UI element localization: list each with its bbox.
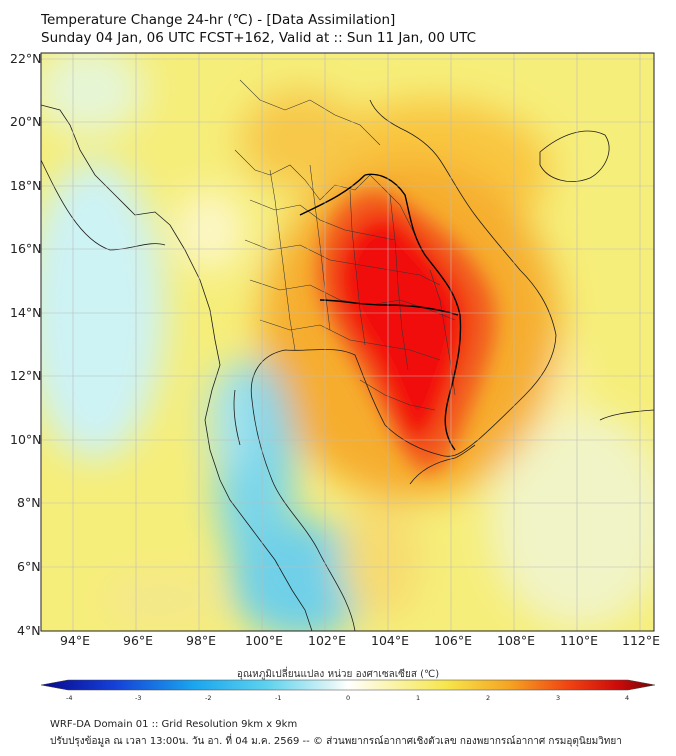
lat-label: 12°N <box>10 368 42 383</box>
colorbar-tick: 1 <box>416 694 421 702</box>
lon-label: 112°E <box>622 633 661 648</box>
lon-label: 102°E <box>308 633 347 648</box>
lon-label: 96°E <box>123 633 154 648</box>
coastlines <box>41 99 654 631</box>
lon-label: 106°E <box>434 633 473 648</box>
lat-label: 22°N <box>10 51 42 66</box>
lat-label: 8°N <box>17 495 41 510</box>
map-frame <box>40 52 655 632</box>
colorbar-tick: -2 <box>205 694 212 702</box>
footer-line-2: ปรับปรุงข้อมูล ณ เวลา 13:00น. วัน อา. ที… <box>50 736 622 747</box>
lat-label: 10°N <box>10 432 42 447</box>
footer-line-1: WRF-DA Domain 01 :: Grid Resolution 9km … <box>50 719 298 730</box>
map-title: Temperature Change 24-hr (℃) - [Data Ass… <box>41 12 396 28</box>
colorbar-label: อุณหภูมิเปลี่ยนแปลง หน่วย องศาเซลเซียส (… <box>236 669 440 680</box>
colorbar-tick: 4 <box>625 694 630 702</box>
country-borders <box>299 173 462 451</box>
lat-label: 14°N <box>10 305 42 320</box>
colorbar-tick: 0 <box>346 694 351 702</box>
colorbar-tick: -3 <box>135 694 142 702</box>
lon-label: 104°E <box>371 633 410 648</box>
map-subtitle: Sunday 04 Jan, 06 UTC FCST+162, Valid at… <box>41 30 476 46</box>
temperature-change-map <box>40 52 655 632</box>
colorbar-tick: -4 <box>66 694 73 702</box>
graticule <box>41 53 654 631</box>
lon-label: 98°E <box>186 633 217 648</box>
colorbar-tick: 3 <box>556 694 561 702</box>
lon-label: 110°E <box>560 633 599 648</box>
lat-label: 4°N <box>17 623 41 638</box>
colorbar-tick: -1 <box>275 694 282 702</box>
colorbar-tick: 2 <box>486 694 491 702</box>
lat-label: 6°N <box>17 559 41 574</box>
lat-label: 18°N <box>10 178 42 193</box>
lat-label: 20°N <box>10 114 42 129</box>
lat-label: 16°N <box>10 241 42 256</box>
lon-label: 94°E <box>60 633 91 648</box>
lon-label: 108°E <box>497 633 536 648</box>
lon-label: 100°E <box>245 633 284 648</box>
